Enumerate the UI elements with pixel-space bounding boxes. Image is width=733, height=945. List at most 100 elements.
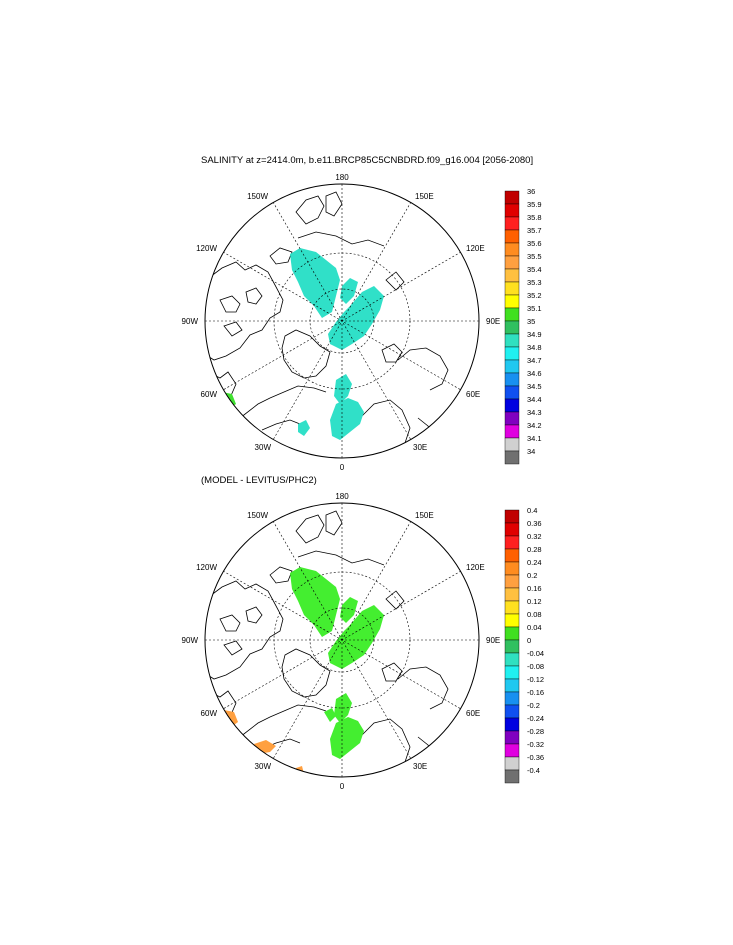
panel2-colorbar-swatch [504, 743, 520, 758]
panel1-colorbar-swatch [504, 203, 520, 218]
panel1-colorbar-swatch [504, 229, 520, 244]
panel1-map-data [205, 184, 479, 458]
panel1-colorbar-swatch [504, 372, 520, 387]
panel1-colorbar-label: 34.2 [527, 421, 542, 430]
panel2-colorbar-label: -0.4 [527, 766, 540, 775]
panel2-colorbar-swatch [504, 639, 520, 654]
panel1-colorbar-swatch [504, 437, 520, 452]
difference-panel: (MODEL - LEVITUS/PHC2) [182, 475, 545, 791]
panel1-colorbar-label: 34.1 [527, 434, 542, 443]
panel2-colorbar-swatch [504, 652, 520, 667]
panel1-colorbar-swatch [504, 320, 520, 335]
panel2-map-boundary [204, 502, 480, 778]
panel1-colorbar-swatch [504, 450, 520, 465]
panel1-colorbar-swatch [504, 398, 520, 413]
panel1-lon-90w: 90W [182, 317, 199, 326]
panel2-colorbar-swatch [504, 769, 520, 784]
panel2-title: (MODEL - LEVITUS/PHC2) [201, 475, 317, 486]
panel2-colorbar-label: 0.08 [527, 610, 542, 619]
panel2-colorbar-label: -0.08 [527, 662, 544, 671]
panel1-colorbar-label: 35.3 [527, 278, 542, 287]
panel1-lon-60w: 60W [201, 390, 218, 399]
panel2-colorbar-swatch [504, 509, 520, 524]
panel2-lon-150w: 150W [247, 511, 268, 520]
panel2-colorbar-swatch [504, 665, 520, 680]
panel2-lon-180: 180 [335, 492, 349, 501]
panel2-colorbar-label: 0.4 [527, 506, 537, 515]
panel1-colorbar-swatch [504, 424, 520, 439]
panel1-lon-180: 180 [335, 173, 349, 182]
panel1-colorbar-swatch [504, 359, 520, 374]
panel1-lon-60e: 60E [466, 390, 480, 399]
panel2-colorbar-swatch [504, 704, 520, 719]
panel2-colorbar-label: 0.2 [527, 571, 537, 580]
panel1-colorbar-label: 36 [527, 187, 535, 196]
panel2-colorbar-swatch [504, 574, 520, 589]
panel2-colorbar-swatch [504, 626, 520, 641]
panel2-colorbar-label: -0.16 [527, 688, 544, 697]
panel1-colorbar-swatch [504, 411, 520, 426]
panel2-difference-field [290, 567, 384, 759]
panel1-colorbar-label: 34.6 [527, 369, 542, 378]
panel2-lon-30w: 30W [255, 762, 272, 771]
panel2-lon-90w: 90W [182, 636, 199, 645]
panel2-colorbar-label: 0.28 [527, 545, 542, 554]
panel1-lon-30e: 30E [413, 443, 427, 452]
panel2-colorbar-label: -0.04 [527, 649, 544, 658]
panel2-colorbar-label: 0.12 [527, 597, 542, 606]
panel1-lon-120w: 120W [196, 244, 217, 253]
panel2-colorbar-label: 0 [527, 636, 531, 645]
panel1-colorbar-label: 34.3 [527, 408, 542, 417]
panel2-lon-0: 0 [340, 782, 345, 791]
panel1-lon-150w: 150W [247, 192, 268, 201]
panel1-lon-90e: 90E [486, 317, 500, 326]
panel2-colorbar-label: -0.24 [527, 714, 544, 723]
panel2-colorbar-label: 0.32 [527, 532, 542, 541]
panel1-colorbar-label: 35.8 [527, 213, 542, 222]
panel1-colorbar-label: 35 [527, 317, 535, 326]
panel1-lon-120e: 120E [466, 244, 485, 253]
panel1-colorbar-swatch [504, 255, 520, 270]
panel1-colorbar: 36 35.9 35.8 35.7 35.6 35.5 35.4 35.3 35.2 35.1 35… [504, 187, 542, 465]
panel2-colorbar-swatch [504, 600, 520, 615]
panel1-colorbar-label: 34.4 [527, 395, 542, 404]
panel1-map-boundary [204, 183, 480, 459]
panel2-colorbar-swatch [504, 548, 520, 563]
panel1-colorbar-label: 34.9 [527, 330, 542, 339]
panel1-lon-30w: 30W [255, 443, 272, 452]
panel1-colorbar-label: 35.2 [527, 291, 542, 300]
panel1-colorbar-label: 35.6 [527, 239, 542, 248]
panel1-colorbar-swatch [504, 385, 520, 400]
panel2-lon-60e: 60E [466, 709, 480, 718]
panel2-lon-30e: 30E [413, 762, 427, 771]
panel2-coastlines [205, 510, 449, 772]
panel1-colorbar-label: 34.5 [527, 382, 542, 391]
panel1-salinity-field [290, 248, 384, 440]
panel1-graticule [205, 184, 479, 458]
panel2-colorbar-label: 0.36 [527, 519, 542, 528]
panel2-lon-60w: 60W [201, 709, 218, 718]
panel2-colorbar-swatch [504, 730, 520, 745]
panel2-lon-120w: 120W [196, 563, 217, 572]
panel1-lon-150e: 150E [415, 192, 434, 201]
panel1-colorbar-swatch [504, 242, 520, 257]
panel2-colorbar-label: -0.32 [527, 740, 544, 749]
panel1-colorbar-label: 34 [527, 447, 535, 456]
panel1-colorbar-swatch [504, 190, 520, 205]
panel2-colorbar-label: -0.36 [527, 753, 544, 762]
panel2-colorbar-swatch [504, 717, 520, 732]
panel1-title: SALINITY at z=2414.0m, b.e11.BRCP85C5CNB… [201, 155, 533, 166]
panel1-colorbar-label: 34.8 [527, 343, 542, 352]
panel2-colorbar-swatch [504, 613, 520, 628]
panel2-graticule [205, 503, 479, 777]
panel2-colorbar-swatch [504, 691, 520, 706]
panel2-colorbar-swatch [504, 535, 520, 550]
panel1-colorbar-swatch [504, 268, 520, 283]
panel1-colorbar-swatch [504, 333, 520, 348]
panel1-coastlines [205, 191, 449, 453]
panel2-colorbar-swatch [504, 587, 520, 602]
panel1-colorbar-label: 35.5 [527, 252, 542, 261]
panel1-colorbar-label: 34.7 [527, 356, 542, 365]
panel1-lon-0: 0 [340, 463, 345, 472]
panel2-map-data [205, 503, 479, 777]
